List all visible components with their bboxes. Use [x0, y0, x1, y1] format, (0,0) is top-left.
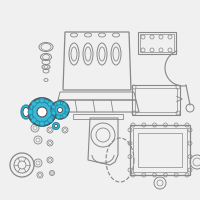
Circle shape	[54, 104, 66, 116]
Circle shape	[48, 101, 53, 106]
Circle shape	[32, 102, 52, 122]
Circle shape	[62, 113, 66, 117]
Circle shape	[40, 98, 44, 103]
Circle shape	[56, 101, 60, 105]
Circle shape	[28, 98, 56, 126]
Ellipse shape	[21, 105, 31, 119]
Circle shape	[65, 108, 69, 112]
Ellipse shape	[23, 108, 29, 116]
Bar	[135, 88, 177, 112]
Bar	[132, 85, 180, 115]
Circle shape	[62, 103, 66, 107]
Circle shape	[58, 108, 62, 112]
Bar	[140, 34, 174, 52]
Circle shape	[52, 122, 60, 130]
Bar	[138, 32, 176, 54]
Circle shape	[48, 118, 53, 123]
Circle shape	[54, 124, 58, 128]
Circle shape	[31, 118, 36, 123]
Circle shape	[52, 111, 56, 115]
Circle shape	[51, 110, 56, 114]
Circle shape	[37, 107, 47, 117]
Circle shape	[40, 121, 44, 126]
Circle shape	[52, 105, 56, 109]
Circle shape	[51, 101, 69, 119]
Circle shape	[56, 115, 60, 119]
Circle shape	[28, 110, 33, 114]
Circle shape	[31, 101, 36, 106]
Bar	[73, 114, 123, 119]
